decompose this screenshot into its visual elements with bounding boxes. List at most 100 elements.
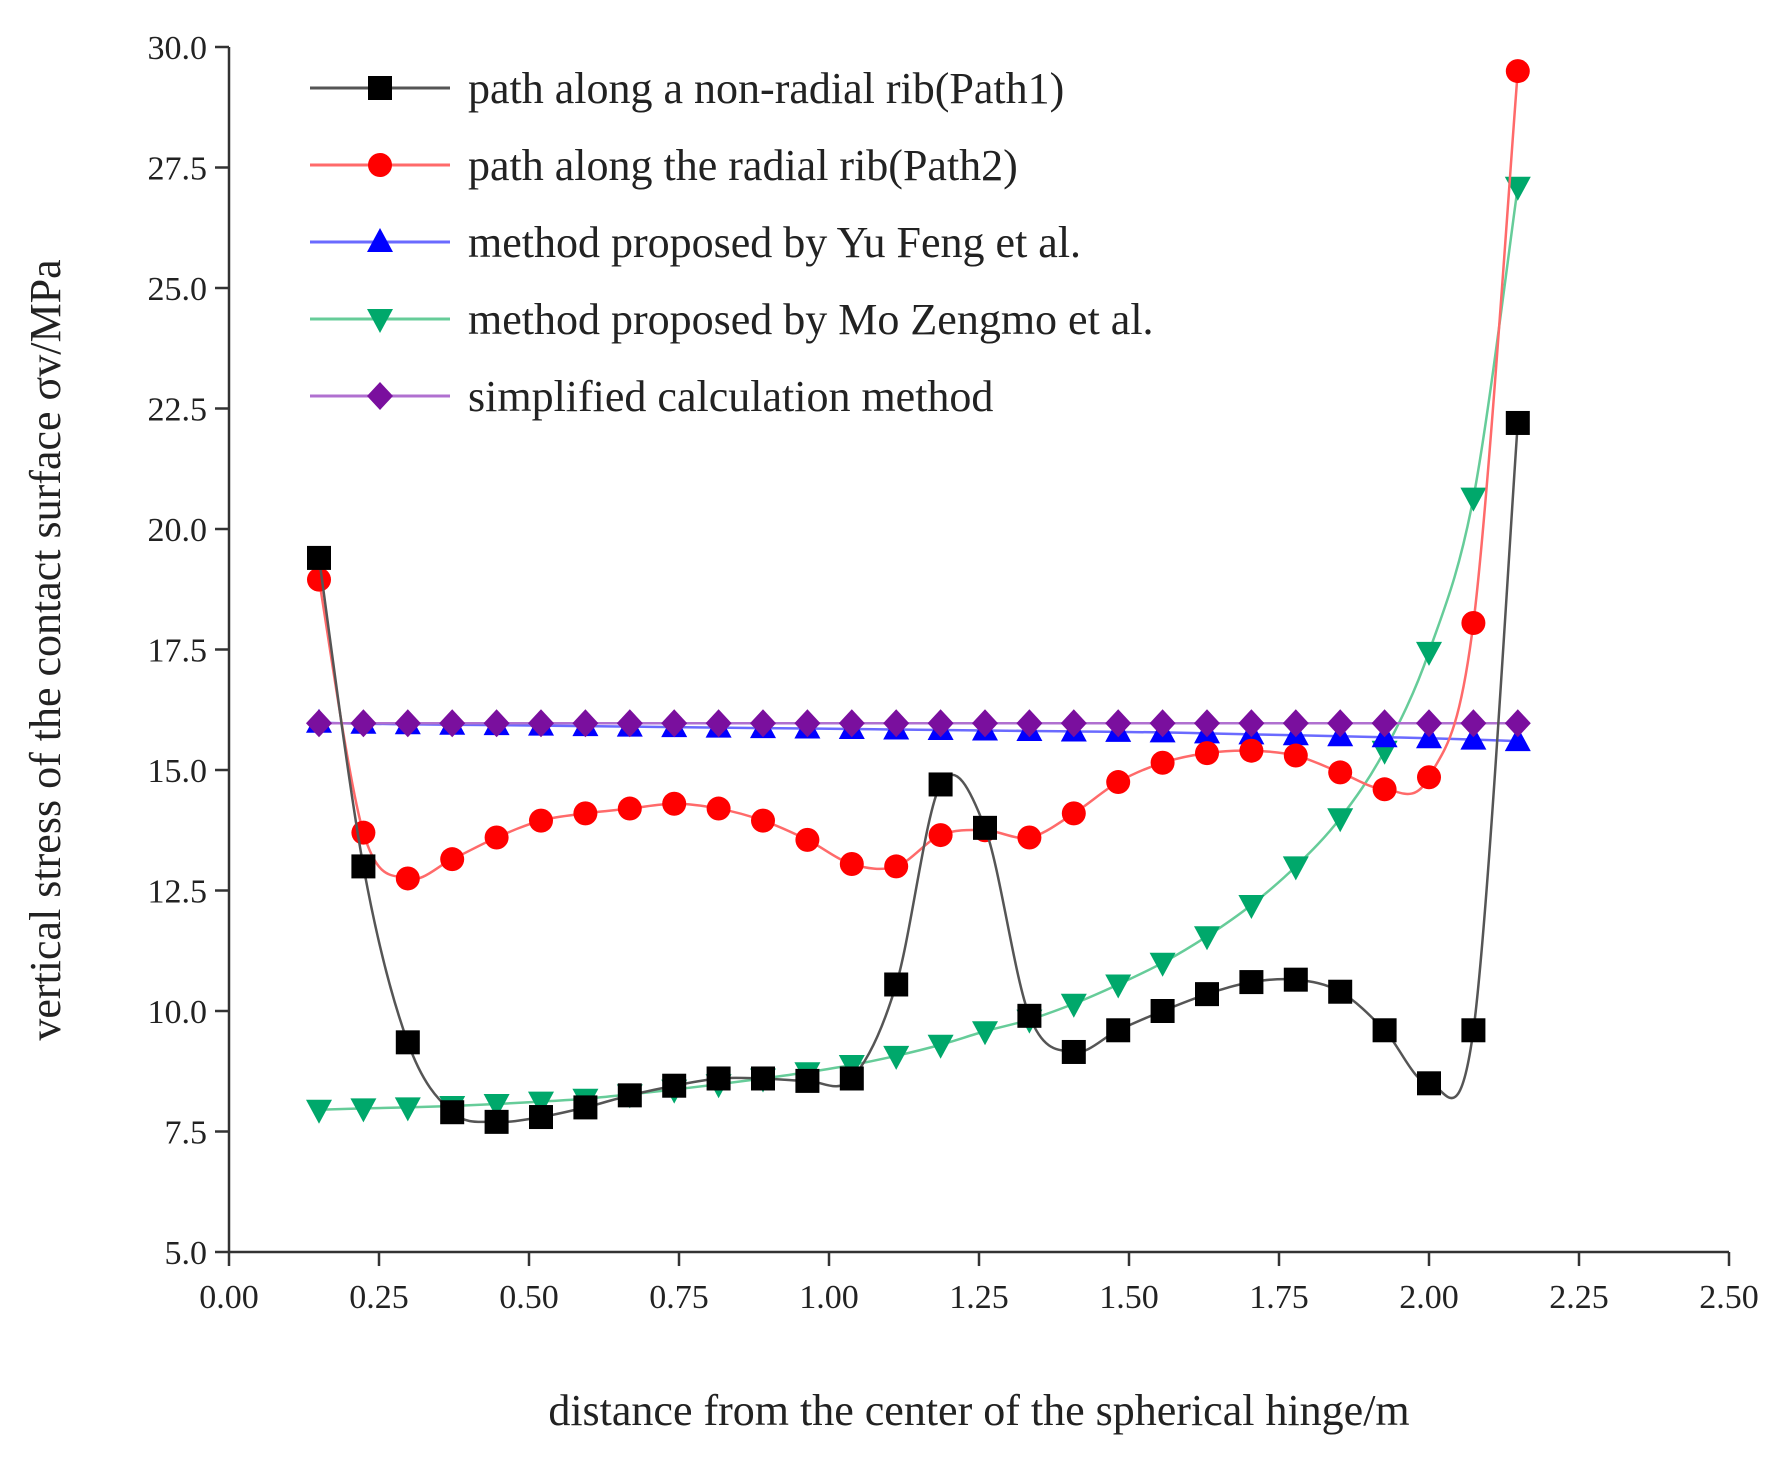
data-point (306, 1099, 332, 1124)
data-point (1283, 743, 1308, 768)
data-point (1416, 641, 1442, 666)
x-axis-title: distance from the center of the spherica… (548, 1386, 1409, 1435)
data-point (394, 709, 421, 738)
data-point (1106, 770, 1131, 795)
data-point (883, 709, 910, 738)
x-tick-label: 1.75 (1249, 1279, 1309, 1316)
legend-item: path along a non-radial rib(Path1) (310, 64, 1064, 113)
y-tick-label: 17.5 (148, 633, 208, 670)
legend-marker (367, 228, 393, 252)
data-point (350, 709, 377, 738)
data-point (751, 1066, 775, 1091)
data-point (484, 825, 509, 850)
x-tick-label: 1.00 (799, 1279, 859, 1316)
data-point (1372, 1018, 1397, 1043)
data-point (573, 1095, 598, 1120)
data-point (529, 808, 553, 833)
data-point (1106, 1018, 1131, 1043)
data-point (440, 847, 465, 872)
data-point (1017, 1003, 1042, 1028)
series-3 (306, 708, 1531, 752)
data-point (706, 796, 731, 821)
data-point (1416, 709, 1442, 738)
series-line (318, 721, 1518, 743)
data-point (616, 709, 643, 738)
data-point (1461, 610, 1486, 635)
legend-label: method proposed by Mo Zengmo et al. (468, 295, 1154, 344)
data-point (1061, 1039, 1086, 1064)
data-point (751, 808, 775, 833)
x-tick-label: 0.25 (349, 1279, 409, 1316)
y-tick-label: 7.5 (165, 1115, 208, 1152)
data-point (1504, 727, 1531, 752)
data-point (1017, 825, 1042, 850)
data-point (1238, 894, 1265, 919)
data-point (1504, 709, 1531, 738)
data-point (1105, 709, 1132, 738)
data-point (1282, 856, 1309, 881)
series (306, 59, 1531, 1134)
data-point (1060, 709, 1087, 738)
data-point (706, 1066, 731, 1091)
series-5 (306, 709, 1531, 738)
legend-item: simplified calculation method (310, 372, 993, 421)
data-point (928, 772, 953, 797)
data-point (750, 709, 776, 738)
data-point (1328, 760, 1353, 785)
series-2 (307, 59, 1530, 891)
data-point (1460, 725, 1487, 750)
data-point (617, 1083, 642, 1108)
data-point (440, 1100, 465, 1125)
data-point (795, 1068, 820, 1093)
y-tick-label: 27.5 (148, 151, 208, 188)
data-point (1150, 999, 1175, 1023)
data-point (572, 709, 599, 738)
data-point (1372, 777, 1397, 802)
data-point (529, 1105, 553, 1130)
data-point (395, 1030, 420, 1055)
x-tick-label: 2.25 (1549, 1279, 1609, 1316)
data-point (1460, 487, 1487, 512)
data-point (1239, 970, 1264, 995)
y-tick-label: 10.0 (148, 994, 208, 1031)
data-point (1282, 709, 1309, 738)
legend-label: path along the radial rib(Path2) (468, 141, 1018, 190)
data-point (307, 567, 331, 592)
data-point (972, 1021, 998, 1046)
data-point (350, 1098, 377, 1123)
y-tick-label: 12.5 (148, 874, 208, 911)
data-point (1239, 738, 1264, 763)
data-point (661, 709, 688, 738)
data-point (528, 709, 554, 738)
data-point (1194, 709, 1220, 738)
x-tick-label: 0.00 (199, 1279, 259, 1316)
y-tick-label: 15.0 (148, 753, 208, 790)
data-point (395, 866, 420, 891)
data-point (838, 709, 865, 738)
legend-item: method proposed by Mo Zengmo et al. (310, 295, 1154, 344)
x-tick-label: 0.50 (499, 1279, 559, 1316)
y-tick-label: 22.5 (148, 392, 208, 429)
data-point (1460, 709, 1487, 738)
data-point (973, 815, 997, 840)
data-point (883, 1045, 910, 1070)
data-point (927, 709, 954, 738)
data-point (1327, 709, 1354, 738)
data-point (839, 1066, 864, 1091)
x-tick-label: 1.50 (1099, 1279, 1159, 1316)
data-point (884, 854, 909, 879)
data-point (439, 709, 466, 738)
legend-label: path along a non-radial rib(Path1) (468, 64, 1064, 113)
data-point (1461, 1018, 1486, 1043)
x-tick-label: 0.75 (649, 1279, 709, 1316)
data-point (617, 796, 642, 821)
data-point (351, 820, 376, 845)
data-point (484, 1109, 509, 1134)
y-tick-label: 30.0 (148, 30, 208, 67)
data-point (972, 709, 998, 738)
legend: path along a non-radial rib(Path1) path a… (310, 64, 1154, 421)
data-point (927, 1034, 954, 1059)
x-tick-label: 1.25 (949, 1279, 1009, 1316)
data-point (1016, 709, 1043, 738)
